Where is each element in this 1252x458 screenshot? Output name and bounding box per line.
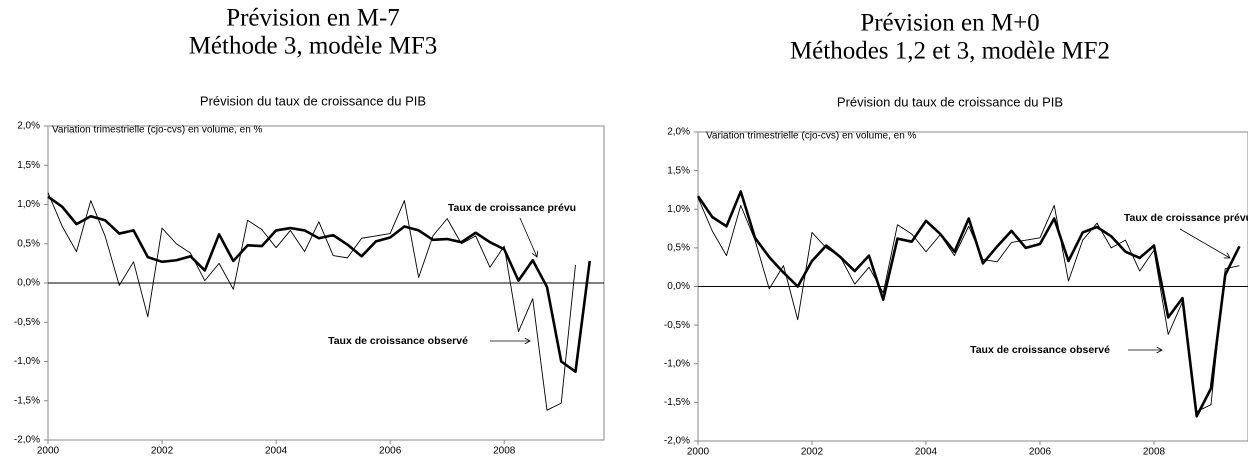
x-tick-label: 2004	[915, 447, 938, 458]
y-tick-label: 1,5%	[667, 165, 690, 176]
chart-title: Prévision en M+0	[860, 10, 1039, 37]
x-tick-label: 2008	[493, 446, 516, 457]
x-tick-label: 2000	[37, 446, 60, 457]
y-tick-label: 2,0%	[17, 121, 40, 132]
y-tick-label: 1,0%	[17, 199, 40, 210]
annotation: Taux de croissance prévu	[448, 202, 576, 214]
y-tick-label: -1,5%	[664, 397, 690, 408]
y-tick-label: 1,5%	[17, 160, 40, 171]
y-axis-label: Variation trimestrielle (cjo-cvs) en vol…	[52, 125, 263, 136]
y-axis-label: Variation trimestrielle (cjo-cvs) en vol…	[706, 131, 917, 142]
chart-subtitle: Méthode 3, modèle MF3	[189, 33, 438, 60]
x-tick-label: 2002	[801, 447, 824, 458]
annotation: Taux de croissance observé	[970, 344, 1110, 356]
x-tick-label: 2002	[151, 446, 174, 457]
annotation-arrow	[519, 217, 537, 257]
y-tick-label: -0,5%	[14, 317, 40, 328]
y-tick-label: -1,0%	[14, 356, 40, 367]
y-tick-label: 0,5%	[667, 243, 690, 254]
chart-subtitle: Méthodes 1,2 et 3, modèle MF2	[790, 38, 1110, 65]
chart-title: Prévision en M-7	[226, 5, 400, 32]
x-tick-label: 2006	[1029, 447, 1052, 458]
y-tick-label: 0,5%	[17, 238, 40, 249]
annotation-arrow	[1179, 228, 1230, 258]
annotation: Taux de croissance observé	[328, 335, 468, 347]
y-tick-label: -2,0%	[14, 435, 40, 446]
y-tick-label: 2,0%	[667, 127, 690, 138]
y-tick-label: 0,0%	[667, 281, 690, 292]
annotation: Taux de croissance prévu	[1124, 212, 1252, 224]
series-line	[697, 197, 1240, 413]
series-line	[47, 195, 592, 374]
y-tick-label: -1,5%	[14, 395, 40, 406]
x-tick-label: 2000	[687, 447, 710, 458]
x-tick-label: 2004	[265, 446, 288, 457]
y-tick-label: 0,0%	[17, 278, 40, 289]
x-tick-label: 2008	[1143, 447, 1166, 458]
series-line	[47, 192, 576, 411]
y-tick-label: -2,0%	[664, 436, 690, 447]
y-tick-label: 1,0%	[667, 204, 690, 215]
series-line	[696, 190, 1241, 418]
x-tick-label: 2006	[379, 446, 402, 457]
y-tick-label: -0,5%	[664, 320, 690, 331]
y-tick-label: -1,0%	[664, 358, 690, 369]
plot-title: Prévision du taux de croissance du PIB	[837, 94, 1063, 109]
plot-title: Prévision du taux de croissance du PIB	[200, 93, 426, 108]
